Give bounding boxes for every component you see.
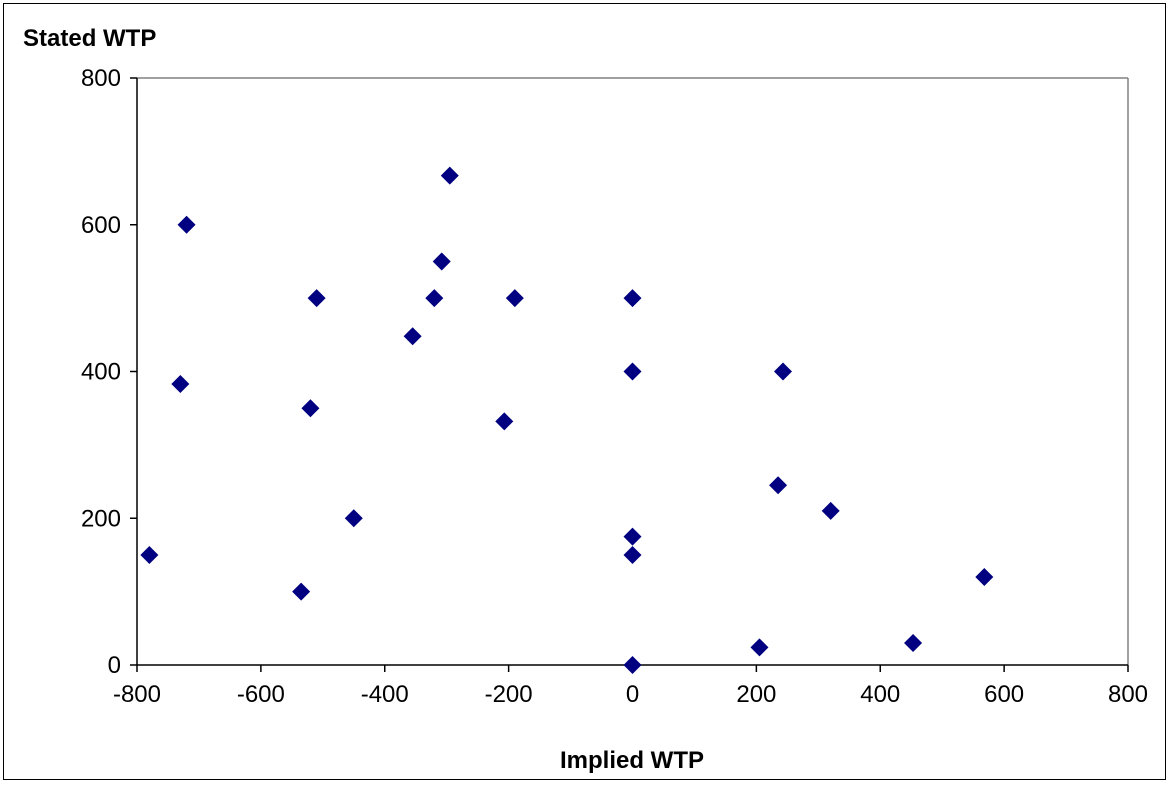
- data-point-diamond: [623, 362, 642, 381]
- x-tick-label: 0: [626, 681, 639, 708]
- y-tick-label: 400: [81, 359, 121, 386]
- x-tick-label: -800: [113, 681, 161, 708]
- y-tick-label: 800: [81, 65, 121, 92]
- data-point-diamond: [750, 638, 769, 657]
- x-axis-title: Implied WTP: [560, 747, 704, 774]
- data-point-diamond: [623, 545, 642, 564]
- data-point-diamond: [904, 633, 923, 652]
- data-points: [140, 166, 994, 674]
- data-point-diamond: [769, 476, 788, 495]
- x-tick-label: 400: [860, 681, 900, 708]
- y-tick-label: 600: [81, 212, 121, 239]
- data-point-diamond: [307, 289, 326, 308]
- data-point-diamond: [344, 509, 363, 528]
- y-axis-title: Stated WTP: [23, 25, 156, 52]
- x-tick-label: -200: [485, 681, 533, 708]
- data-point-diamond: [432, 252, 451, 271]
- data-point-diamond: [292, 582, 311, 601]
- x-tick-label: -400: [361, 681, 409, 708]
- y-tick-label: 0: [108, 652, 121, 679]
- x-tick-label: 800: [1108, 681, 1148, 708]
- x-tick-label: 200: [736, 681, 776, 708]
- data-point-diamond: [821, 501, 840, 520]
- data-point-diamond: [177, 215, 196, 234]
- data-point-diamond: [403, 327, 422, 346]
- data-point-diamond: [301, 399, 320, 418]
- x-tick-label: -600: [237, 681, 285, 708]
- y-tick-labels: 0 200 400 600 800: [81, 65, 121, 679]
- data-point-diamond: [774, 362, 793, 381]
- data-point-diamond: [623, 656, 642, 674]
- data-point-diamond: [171, 374, 190, 393]
- data-point-diamond: [440, 166, 459, 185]
- data-point-diamond: [495, 412, 514, 431]
- data-point-diamond: [623, 527, 642, 546]
- x-tick-label: 600: [984, 681, 1024, 708]
- y-tick-label: 200: [81, 505, 121, 532]
- data-point-diamond: [140, 545, 159, 564]
- data-point-diamond: [975, 567, 994, 586]
- data-point-diamond: [623, 289, 642, 308]
- data-point-diamond: [425, 289, 444, 308]
- chart-frame: [3, 3, 1166, 780]
- x-tick-labels: -800 -600 -400 -200 0 200 400 600 800: [113, 681, 1148, 708]
- data-point-diamond: [505, 289, 524, 308]
